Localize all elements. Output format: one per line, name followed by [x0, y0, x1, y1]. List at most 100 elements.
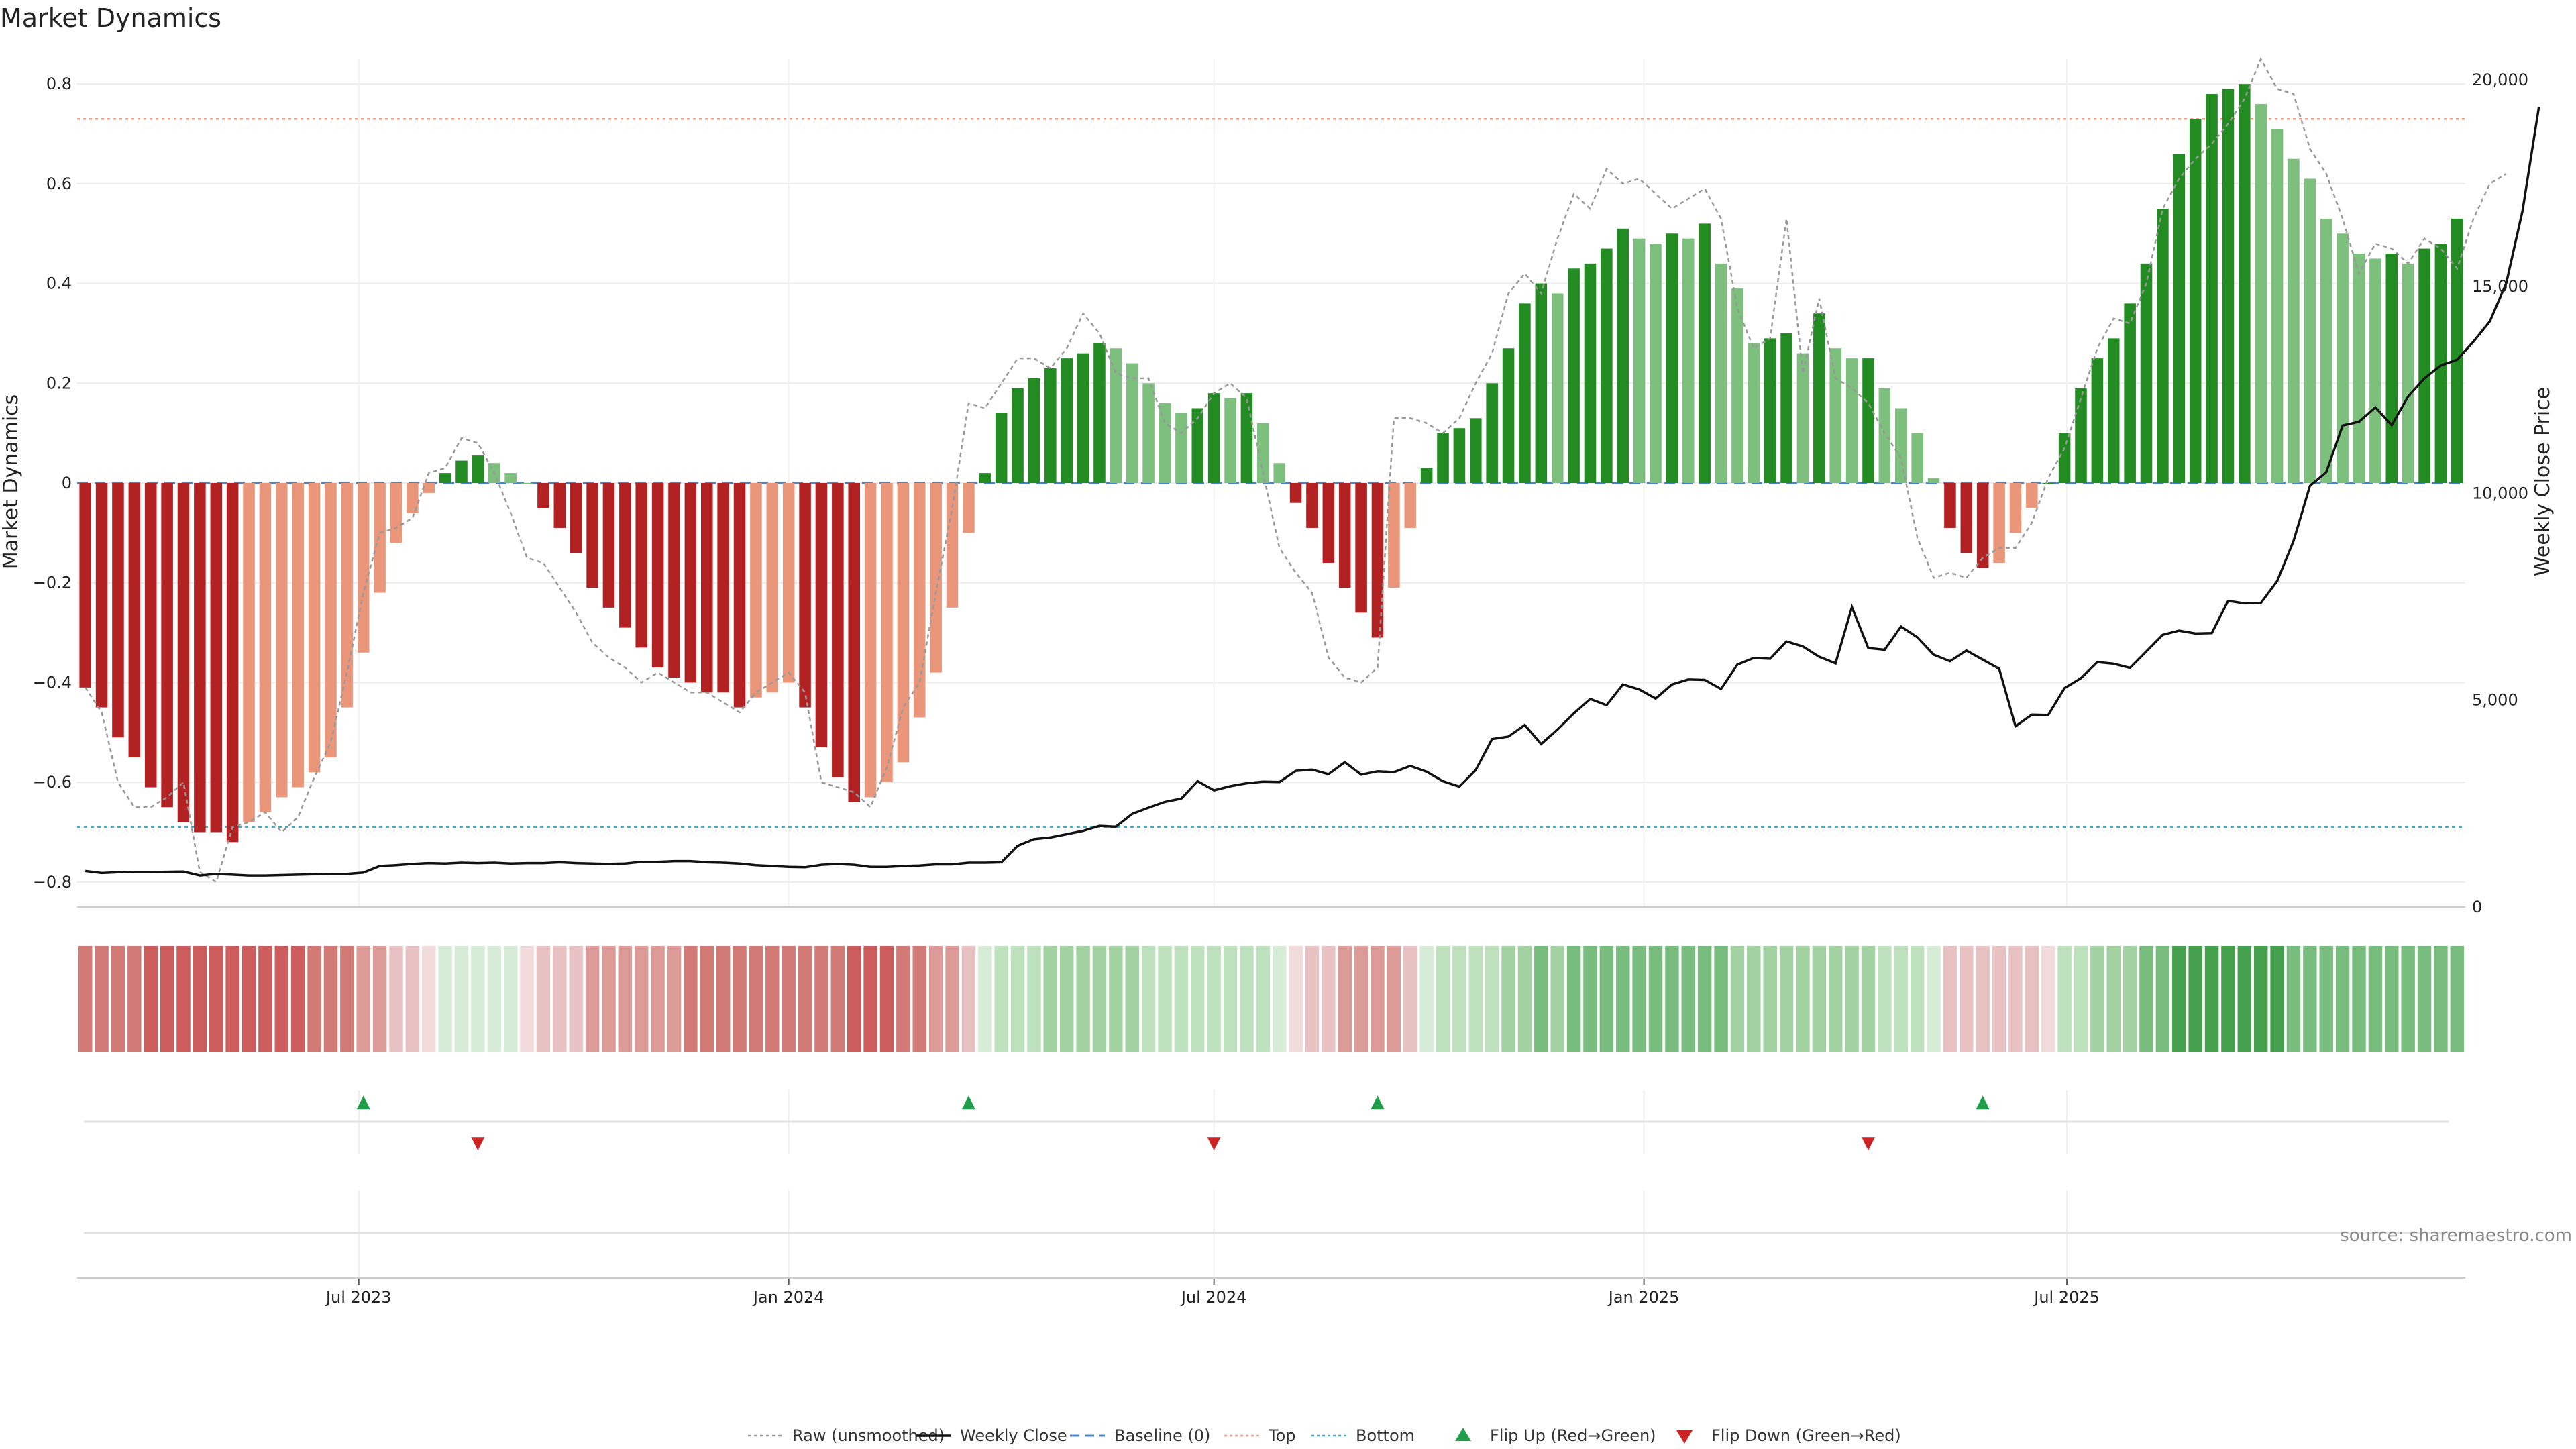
bar-96 — [1650, 244, 1662, 483]
bar-52 — [930, 483, 942, 673]
bar-72 — [1257, 423, 1269, 483]
bar-13 — [292, 483, 304, 788]
bar-119 — [2026, 483, 2038, 508]
grid-lines — [77, 59, 2465, 1278]
bar-145 — [2451, 218, 2463, 483]
left-tick-label: −0.8 — [33, 873, 72, 892]
heat-cell-46 — [830, 946, 845, 1052]
heat-cell-140 — [2368, 946, 2383, 1052]
bar-102 — [1748, 343, 1760, 483]
bar-37 — [684, 483, 697, 683]
heat-cell-60 — [1059, 946, 1074, 1052]
heat-cell-9 — [225, 946, 239, 1052]
heat-cell-20 — [405, 946, 420, 1052]
heat-cell-122 — [2074, 946, 2088, 1052]
heat-cell-50 — [896, 946, 910, 1052]
heat-cell-111 — [1894, 946, 1909, 1052]
bar-122 — [2075, 388, 2087, 483]
heat-cell-44 — [798, 946, 812, 1052]
right-tick-label: 15,000 — [2472, 277, 2528, 296]
bar-130 — [2206, 94, 2218, 483]
heat-cell-52 — [928, 946, 943, 1052]
heat-cell-83 — [1436, 946, 1450, 1052]
heat-cell-36 — [667, 946, 682, 1052]
bar-138 — [2337, 233, 2349, 483]
axes: 0.8 0.6 0.4 0.2 0 −0.2 −0.4 −0.6 −0.8 20,000 15,00… — [33, 70, 2528, 916]
heat-cell-82 — [1419, 946, 1434, 1052]
heat-cell-0 — [78, 946, 93, 1052]
heat-cell-70 — [1223, 946, 1238, 1052]
bar-108 — [1845, 358, 1858, 483]
heat-cell-21 — [422, 946, 436, 1052]
flip-down-marker: ▼ — [1208, 1133, 1221, 1153]
legend-label: Top — [1268, 1426, 1296, 1445]
x-tick-label: Jul 2023 — [325, 1288, 392, 1307]
bar-7 — [194, 483, 206, 833]
bar-92 — [1584, 263, 1597, 483]
heat-cell-123 — [2090, 946, 2104, 1052]
heat-cell-129 — [2188, 946, 2202, 1052]
heat-cell-133 — [2253, 946, 2268, 1052]
heat-cell-31 — [585, 946, 600, 1052]
bar-141 — [2385, 253, 2398, 483]
heat-cell-19 — [389, 946, 403, 1052]
reference-lines — [77, 117, 2465, 828]
bar-30 — [570, 483, 582, 553]
bar-1 — [95, 483, 108, 708]
bar-0 — [79, 483, 91, 688]
bar-106 — [1813, 313, 1825, 483]
bar-84 — [1453, 428, 1466, 483]
bar-135 — [2288, 158, 2300, 484]
line-series — [85, 57, 2540, 883]
bar-113 — [1927, 478, 1940, 483]
bar-47 — [848, 483, 860, 802]
bar-46 — [832, 483, 844, 777]
heat-cell-62 — [1092, 946, 1107, 1052]
right-tick-label: 20,000 — [2472, 70, 2528, 89]
bar-80 — [1388, 483, 1400, 588]
heat-cell-118 — [2008, 946, 2023, 1052]
heat-cell-137 — [2319, 946, 2333, 1052]
bar-6 — [177, 483, 190, 822]
bar-144 — [2434, 244, 2447, 483]
heat-cell-65 — [1141, 946, 1156, 1052]
heat-cell-139 — [2352, 946, 2366, 1052]
left-tick-label: 0.2 — [46, 374, 72, 392]
bar-12 — [276, 483, 288, 798]
heat-cell-2 — [111, 946, 125, 1052]
bar-28 — [537, 483, 549, 508]
bar-111 — [1894, 408, 1907, 483]
bar-43 — [782, 483, 795, 683]
bar-121 — [2058, 433, 2071, 483]
bar-67 — [1175, 413, 1187, 483]
raw-line — [85, 57, 2507, 883]
heat-cell-104 — [1779, 946, 1794, 1052]
heat-cell-91 — [1566, 946, 1581, 1052]
bar-104 — [1780, 333, 1792, 483]
x-tick-label: Jul 2024 — [1180, 1288, 1247, 1307]
bar-87 — [1502, 348, 1515, 483]
bar-95 — [1633, 238, 1646, 483]
legend-item-flip_down: Flip Down (Green→Red) — [1676, 1426, 1901, 1445]
heat-cell-134 — [2270, 946, 2284, 1052]
left-tick-label: −0.4 — [33, 673, 72, 692]
bar-74 — [1289, 483, 1302, 503]
heat-cell-66 — [1158, 946, 1172, 1052]
bar-103 — [1764, 338, 1776, 483]
bar-137 — [2320, 218, 2332, 483]
heat-cell-86 — [1485, 946, 1499, 1052]
heat-cell-100 — [1714, 946, 1728, 1052]
x-tick-label: Jul 2025 — [2033, 1288, 2100, 1307]
heat-cell-49 — [879, 946, 894, 1052]
bar-112 — [1911, 433, 1923, 483]
heat-cell-28 — [536, 946, 551, 1052]
bar-23 — [455, 460, 468, 483]
bar-36 — [668, 483, 680, 678]
heat-cell-76 — [1322, 946, 1336, 1052]
heat-cell-124 — [2106, 946, 2121, 1052]
heat-cell-18 — [372, 946, 387, 1052]
heat-cell-87 — [1501, 946, 1515, 1052]
legend-label: Flip Up (Red→Green) — [1490, 1426, 1656, 1445]
heat-cell-45 — [814, 946, 828, 1052]
heat-cell-135 — [2286, 946, 2301, 1052]
